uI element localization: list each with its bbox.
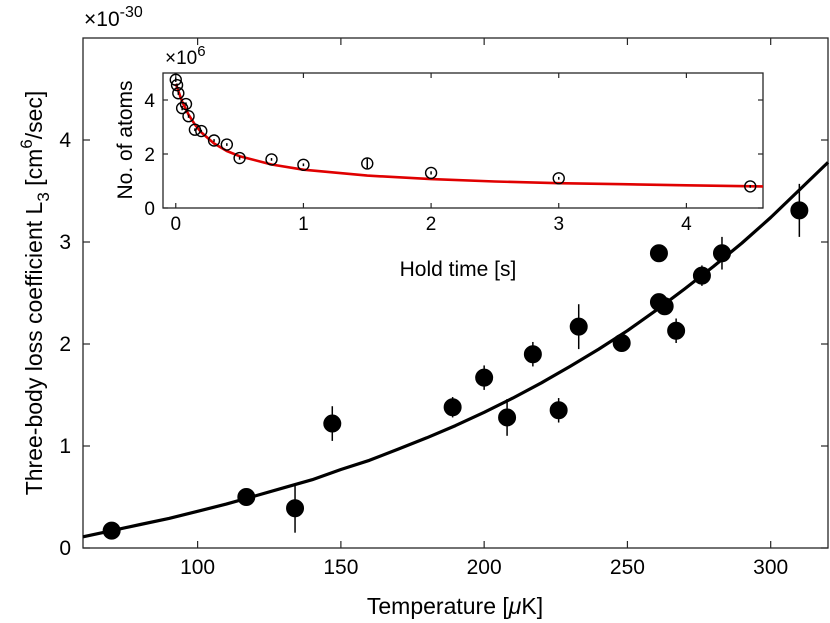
main-data-point-marker xyxy=(523,345,542,364)
main-y-tick-label: 3 xyxy=(59,231,71,254)
main-x-tick-label: 150 xyxy=(323,556,358,579)
inset-data-point-marker xyxy=(207,134,221,147)
inset-x-tick-label: 2 xyxy=(426,214,437,235)
main-data-point-marker xyxy=(286,499,305,518)
inset-y-multiplier: ×106 xyxy=(165,43,206,69)
inset-y-tick-label: 2 xyxy=(144,145,155,166)
main-y-tick-label: 4 xyxy=(59,129,71,152)
inset-y-tick-label: 0 xyxy=(144,199,155,220)
main-x-tick-label: 250 xyxy=(610,556,645,579)
inset-data-point-marker xyxy=(361,157,374,170)
main-data-point-marker xyxy=(712,244,731,263)
main-fit-line xyxy=(82,161,830,539)
main-data-point-marker xyxy=(612,333,631,352)
inset-data-point-marker xyxy=(170,78,184,92)
inset-data-point-marker xyxy=(220,138,234,151)
main-x-tick-label: 100 xyxy=(180,556,215,579)
main-data-point-marker xyxy=(655,297,674,316)
main-axes-box xyxy=(82,37,829,549)
main-data-point-marker xyxy=(790,201,809,220)
main-y-multiplier: ×10-30 xyxy=(84,4,143,31)
inset-data-point-marker xyxy=(424,166,438,180)
inset-data-point-marker xyxy=(169,73,182,86)
inset-y-axis-label: No. of atoms xyxy=(114,80,137,199)
inset-data-point-marker xyxy=(182,109,195,123)
inset-data-point-marker xyxy=(265,153,278,166)
main-data-point-marker xyxy=(102,521,121,540)
main-data-point-marker xyxy=(649,244,668,263)
main-y-tick-label: 1 xyxy=(59,435,71,458)
main-x-tick-label: 200 xyxy=(467,556,502,579)
main-data-point-marker xyxy=(569,317,588,336)
inset-data-point-marker xyxy=(552,172,565,185)
main-y-tick-label: 0 xyxy=(59,537,71,560)
inset-x-axis-label: Hold time [s] xyxy=(400,258,517,281)
main-data-point-marker xyxy=(323,414,342,433)
inset-x-tick-label: 4 xyxy=(681,214,692,235)
inset-data-point-marker xyxy=(188,123,202,136)
inset-data-point-marker xyxy=(233,151,246,165)
inset-x-tick-label: 1 xyxy=(298,214,309,235)
main-data-point-marker xyxy=(237,488,256,506)
main-data-point-marker xyxy=(667,321,686,340)
main-data-point-marker xyxy=(475,368,494,387)
inset-data-point-marker xyxy=(297,158,310,172)
main-y-tick-label: 2 xyxy=(59,333,71,356)
main-y-axis-label: Three-body loss coefficient L3 [cm6/sec] xyxy=(17,91,53,496)
inset-data-point-marker xyxy=(179,97,193,111)
main-data-point-marker xyxy=(692,266,711,285)
inset-data-point-marker xyxy=(172,87,185,100)
main-data-point-marker xyxy=(498,408,517,427)
inset-data-point-marker xyxy=(195,124,208,138)
main-data-point-marker xyxy=(549,401,568,420)
inset-x-tick-label: 0 xyxy=(170,214,181,235)
inset-axes-box xyxy=(162,72,764,209)
inset-plot-area: 0 1 2 3 4 0 2 4 xyxy=(144,72,764,235)
inset-x-tick-label: 3 xyxy=(553,214,564,235)
main-data-point-marker xyxy=(443,398,462,417)
main-x-axis-label: Temperature [μK] xyxy=(367,593,543,619)
inset-data-point-marker xyxy=(175,101,189,115)
inset-data-point-marker xyxy=(744,180,757,193)
main-x-tick-label: 300 xyxy=(753,556,788,579)
inset-y-tick-label: 4 xyxy=(144,91,155,112)
